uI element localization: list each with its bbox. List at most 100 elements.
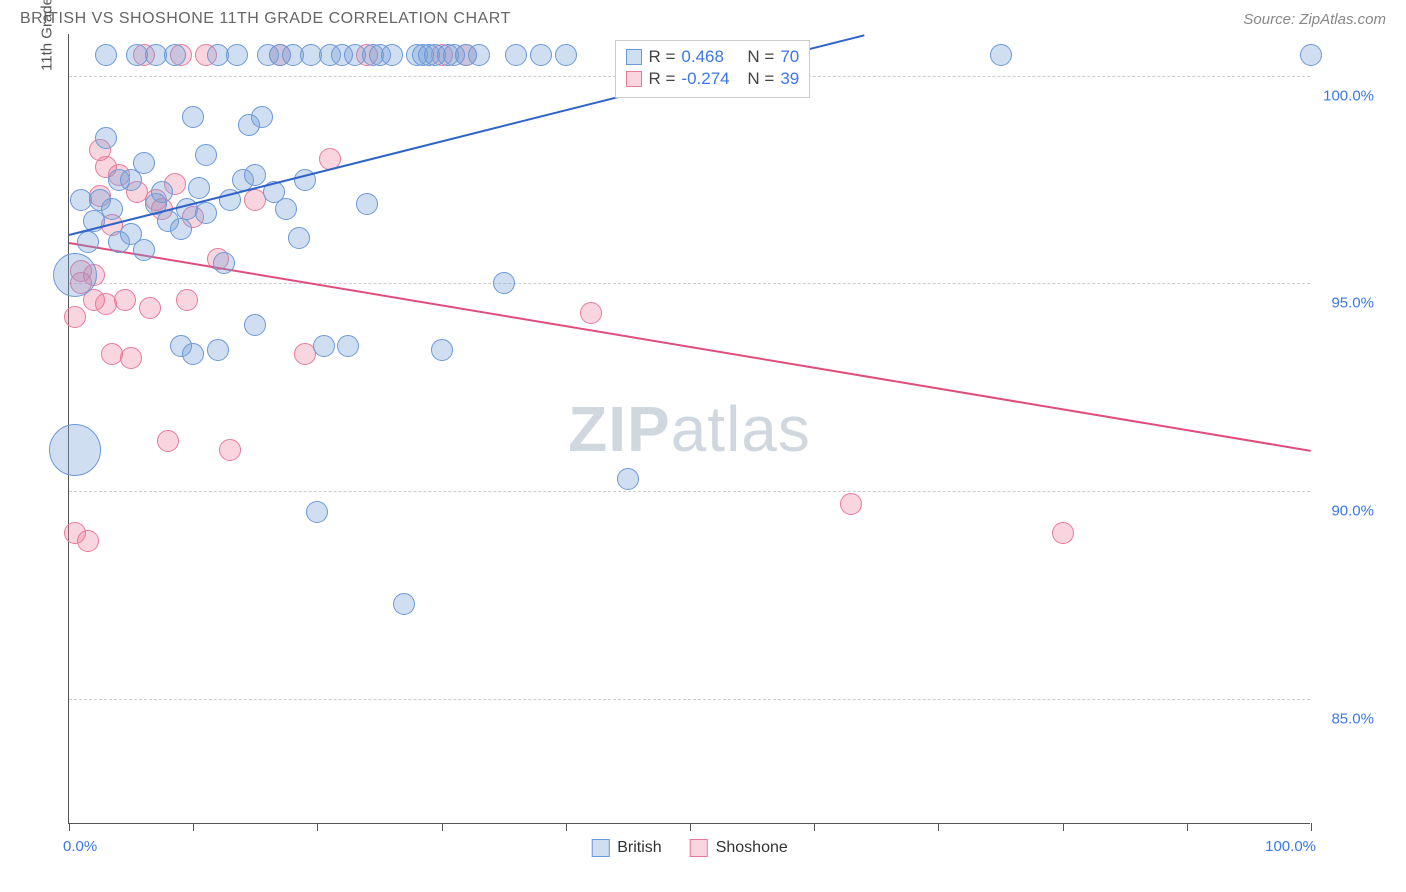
data-point xyxy=(493,272,515,294)
x-tick xyxy=(442,823,443,831)
data-point xyxy=(1052,522,1074,544)
chart-source: Source: ZipAtlas.com xyxy=(1243,11,1386,28)
x-tick xyxy=(1311,823,1312,831)
data-point xyxy=(580,302,602,324)
data-point xyxy=(555,44,577,66)
data-point xyxy=(990,44,1012,66)
data-point xyxy=(313,335,335,357)
r-value: -0.274 xyxy=(681,69,741,89)
x-tick xyxy=(193,823,194,831)
legend-label: Shoshone xyxy=(716,839,788,857)
data-point xyxy=(133,239,155,261)
data-point xyxy=(381,44,403,66)
data-point xyxy=(64,306,86,328)
data-point xyxy=(164,44,186,66)
x-tick-label-min: 0.0% xyxy=(63,838,97,855)
data-point xyxy=(306,501,328,523)
watermark-zip: ZIP xyxy=(568,393,671,465)
watermark: ZIPatlas xyxy=(568,392,811,466)
data-point xyxy=(95,44,117,66)
legend-item: Shoshone xyxy=(690,839,788,857)
data-point xyxy=(356,193,378,215)
x-tick-label-max: 100.0% xyxy=(1265,838,1316,855)
data-point xyxy=(288,227,310,249)
data-point xyxy=(139,297,161,319)
r-label: R = xyxy=(648,69,675,89)
data-point xyxy=(77,530,99,552)
gridline xyxy=(69,699,1310,700)
data-point xyxy=(95,127,117,149)
plot-area: ZIPatlas 85.0%90.0%95.0%100.0%0.0%100.0%… xyxy=(68,34,1310,824)
data-point xyxy=(840,493,862,515)
data-point xyxy=(505,44,527,66)
x-tick xyxy=(1187,823,1188,831)
n-label: N = xyxy=(747,47,774,67)
watermark-atlas: atlas xyxy=(671,393,811,465)
gridline xyxy=(69,491,1310,492)
legend-swatch xyxy=(591,839,609,857)
legend-bottom: British Shoshone xyxy=(591,839,788,857)
data-point xyxy=(244,314,266,336)
x-tick xyxy=(317,823,318,831)
y-tick-label: 95.0% xyxy=(1331,295,1374,312)
gridline xyxy=(69,283,1310,284)
data-point xyxy=(77,231,99,253)
data-point xyxy=(226,44,248,66)
chart-header: BRITISH VS SHOSHONE 11TH GRADE CORRELATI… xyxy=(0,0,1406,34)
r-value: 0.468 xyxy=(681,47,741,67)
data-point xyxy=(176,289,198,311)
data-point xyxy=(182,106,204,128)
data-point xyxy=(337,335,359,357)
x-tick xyxy=(814,823,815,831)
data-point xyxy=(244,164,266,186)
chart-title: BRITISH VS SHOSHONE 11TH GRADE CORRELATI… xyxy=(20,10,511,28)
data-point xyxy=(275,198,297,220)
y-axis-label: 11th Grade xyxy=(38,0,55,71)
data-point xyxy=(468,44,490,66)
data-point xyxy=(182,343,204,365)
data-point xyxy=(120,347,142,369)
n-value: 39 xyxy=(780,69,799,89)
data-point xyxy=(207,339,229,361)
x-tick xyxy=(938,823,939,831)
x-tick xyxy=(1063,823,1064,831)
data-point xyxy=(1300,44,1322,66)
data-point xyxy=(53,253,97,297)
stats-row: R = 0.468 N = 70 xyxy=(626,47,799,67)
legend-swatch xyxy=(690,839,708,857)
y-tick-label: 85.0% xyxy=(1331,711,1374,728)
data-point xyxy=(49,424,101,476)
data-point xyxy=(188,177,210,199)
data-point xyxy=(393,593,415,615)
n-value: 70 xyxy=(780,47,799,67)
legend-swatch xyxy=(626,49,642,65)
legend-item: British xyxy=(591,839,661,857)
data-point xyxy=(617,468,639,490)
stats-legend: R = 0.468 N = 70 R = -0.274 N = 39 xyxy=(615,40,810,98)
data-point xyxy=(195,144,217,166)
data-point xyxy=(431,339,453,361)
n-label: N = xyxy=(747,69,774,89)
r-label: R = xyxy=(648,47,675,67)
data-point xyxy=(251,106,273,128)
trend-line xyxy=(69,242,1311,452)
x-tick xyxy=(566,823,567,831)
data-point xyxy=(530,44,552,66)
legend-swatch xyxy=(626,71,642,87)
data-point xyxy=(213,252,235,274)
legend-label: British xyxy=(617,839,661,857)
data-point xyxy=(157,430,179,452)
x-tick xyxy=(69,823,70,831)
source-link[interactable]: ZipAtlas.com xyxy=(1299,11,1386,28)
data-point xyxy=(101,198,123,220)
data-point xyxy=(195,202,217,224)
data-point xyxy=(114,289,136,311)
y-tick-label: 100.0% xyxy=(1323,87,1374,104)
x-tick xyxy=(690,823,691,831)
data-point xyxy=(133,152,155,174)
stats-row: R = -0.274 N = 39 xyxy=(626,69,799,89)
source-prefix: Source: xyxy=(1243,11,1299,28)
y-tick-label: 90.0% xyxy=(1331,503,1374,520)
data-point xyxy=(151,181,173,203)
data-point xyxy=(219,439,241,461)
